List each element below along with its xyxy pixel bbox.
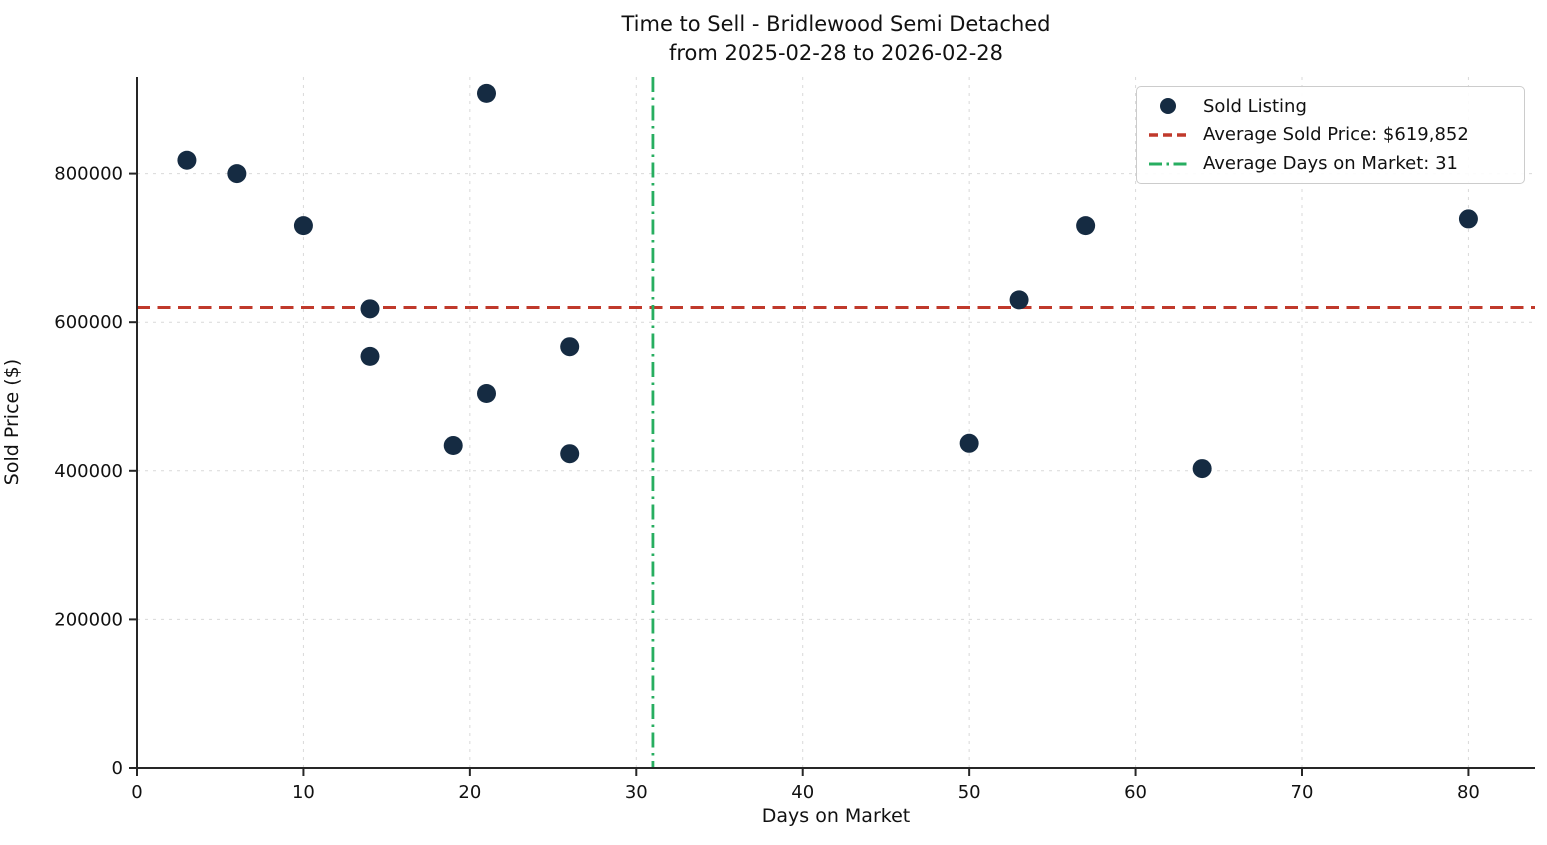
data-point <box>360 299 380 319</box>
x-tick-label: 50 <box>958 782 981 803</box>
legend-label-avg-days: Average Days on Market: 31 <box>1203 153 1458 175</box>
x-tick-label: 10 <box>292 782 315 803</box>
legend: Sold Listing Average Sold Price: $619,85… <box>1136 86 1525 184</box>
x-axis-label: Days on Market <box>761 805 911 827</box>
data-point <box>1076 216 1096 236</box>
legend-item-avg-price: Average Sold Price: $619,852 <box>1145 121 1516 149</box>
legend-item-sold-listing: Sold Listing <box>1145 92 1516 120</box>
x-tick-label: 20 <box>458 782 481 803</box>
chart-title-line1: Time to Sell - Bridlewood Semi Detached <box>621 12 1051 36</box>
x-tick-label: 30 <box>625 782 648 803</box>
data-point <box>1192 459 1212 479</box>
data-point <box>560 444 580 464</box>
data-point <box>293 216 313 236</box>
data-point <box>1009 290 1029 310</box>
y-tick-label: 800000 <box>54 164 123 185</box>
y-tick-label: 0 <box>112 758 123 779</box>
data-point <box>227 164 247 184</box>
sold-listing-marker-icon <box>1145 97 1191 115</box>
data-point <box>477 384 496 404</box>
avg-price-dashed-line-icon <box>1145 126 1191 144</box>
x-tick-label: 80 <box>1457 782 1480 803</box>
data-point <box>1458 209 1478 229</box>
data-point <box>177 150 197 170</box>
data-point <box>477 83 496 103</box>
x-tick-label: 60 <box>1124 782 1147 803</box>
legend-label-avg-price: Average Sold Price: $619,852 <box>1203 124 1469 146</box>
y-tick-label: 400000 <box>54 461 123 482</box>
x-tick-label: 70 <box>1291 782 1314 803</box>
legend-label-sold-listing: Sold Listing <box>1203 95 1307 117</box>
chart-title: Time to Sell - Bridlewood Semi Detached … <box>137 10 1535 68</box>
legend-item-avg-days: Average Days on Market: 31 <box>1145 150 1516 178</box>
y-tick-label: 200000 <box>54 609 123 630</box>
y-tick-label: 600000 <box>54 312 123 333</box>
data-point <box>443 436 463 456</box>
x-tick-label: 0 <box>131 782 142 803</box>
avg-days-dashdot-line-icon <box>1145 155 1191 173</box>
data-point <box>560 337 580 357</box>
data-point <box>360 346 380 366</box>
chart-title-line2: from 2025-02-28 to 2026-02-28 <box>668 41 1004 65</box>
x-tick-label: 40 <box>791 782 814 803</box>
data-point <box>959 433 979 453</box>
